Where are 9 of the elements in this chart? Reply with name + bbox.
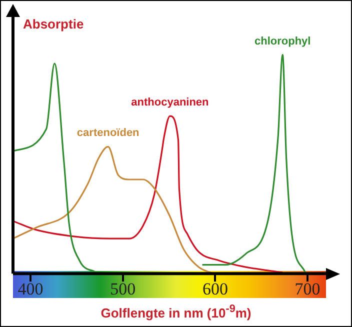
- series-label: chlorophyl: [254, 35, 311, 48]
- series-label: cartenoïden: [76, 127, 140, 140]
- series-label: anthocyaninen: [131, 96, 210, 109]
- x-tick-label: 500: [110, 279, 136, 298]
- x-tick-label: 600: [202, 279, 228, 298]
- x-tick-label: 700: [294, 279, 320, 298]
- x-axis-title: Golflengte in nm (10$^{-9}$m): [100, 303, 252, 320]
- y-axis-title: Absorptie: [23, 16, 84, 32]
- x-tick-label: 400: [18, 279, 44, 298]
